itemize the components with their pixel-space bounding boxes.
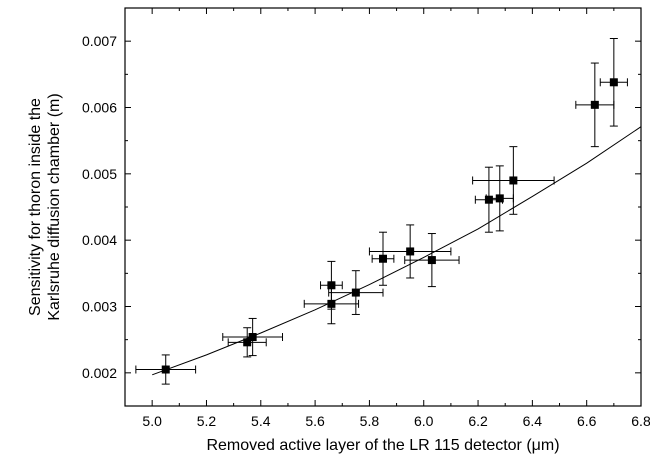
fit-line-layer [152,126,642,376]
x-tick-label: 5.0 [142,413,162,429]
data-point [368,224,452,279]
square-marker [609,78,618,87]
y-tick-label: 0.002 [82,365,117,381]
x-axis-ticks: 5.0 5.2 5.4 5.6 5.8 6.0 6.2 6.4 6.6 6.8 [124,8,650,429]
data-point [371,231,395,286]
y-axis-label-line-1: Sensitivity for thoron inside the [27,98,44,316]
square-marker [427,256,436,265]
square-marker [351,288,360,297]
square-marker [495,194,504,203]
square-marker [161,365,170,374]
data-point [227,327,267,358]
y-axis-label-line-2: Karlsruhe diffusion chamber (m) [46,93,63,320]
y-tick-label: 0.006 [82,100,117,116]
x-tick-label: 6.0 [414,413,434,429]
square-marker [509,176,518,185]
square-marker [243,338,252,347]
plot-frame [124,7,642,407]
square-marker [590,100,599,109]
data-point [575,62,615,148]
x-tick-label: 5.8 [360,413,380,429]
data-point [135,354,197,385]
data-points-layer [135,38,628,385]
x-tick-label: 6.6 [577,413,597,429]
x-tick-label: 5.6 [305,413,325,429]
x-tick-label: 5.4 [251,413,271,429]
x-tick-label: 6.2 [468,413,488,429]
square-marker [406,247,415,256]
x-axis-label: Removed active layer of the LR 115 detec… [206,437,559,454]
data-point [328,270,384,315]
x-tick-label: 6.4 [523,413,543,429]
square-marker [327,281,336,290]
data-point [222,317,284,357]
data-point [404,233,460,288]
y-tick-label: 0.005 [82,166,117,182]
data-point [599,38,628,127]
y-tick-label: 0.003 [82,299,117,315]
y-tick-label: 0.004 [82,232,117,248]
fit-curve [152,126,642,376]
y-axis-ticks: 0.002 0.003 0.004 0.005 0.006 0.007 [82,7,641,407]
y-tick-label: 0.007 [82,33,117,49]
square-marker [379,254,387,263]
x-tick-label: 6.8 [631,413,650,429]
data-point [320,260,343,310]
square-marker [248,333,257,342]
data-point [472,146,555,215]
square-marker [484,195,493,204]
x-tick-label: 5.2 [197,413,217,429]
